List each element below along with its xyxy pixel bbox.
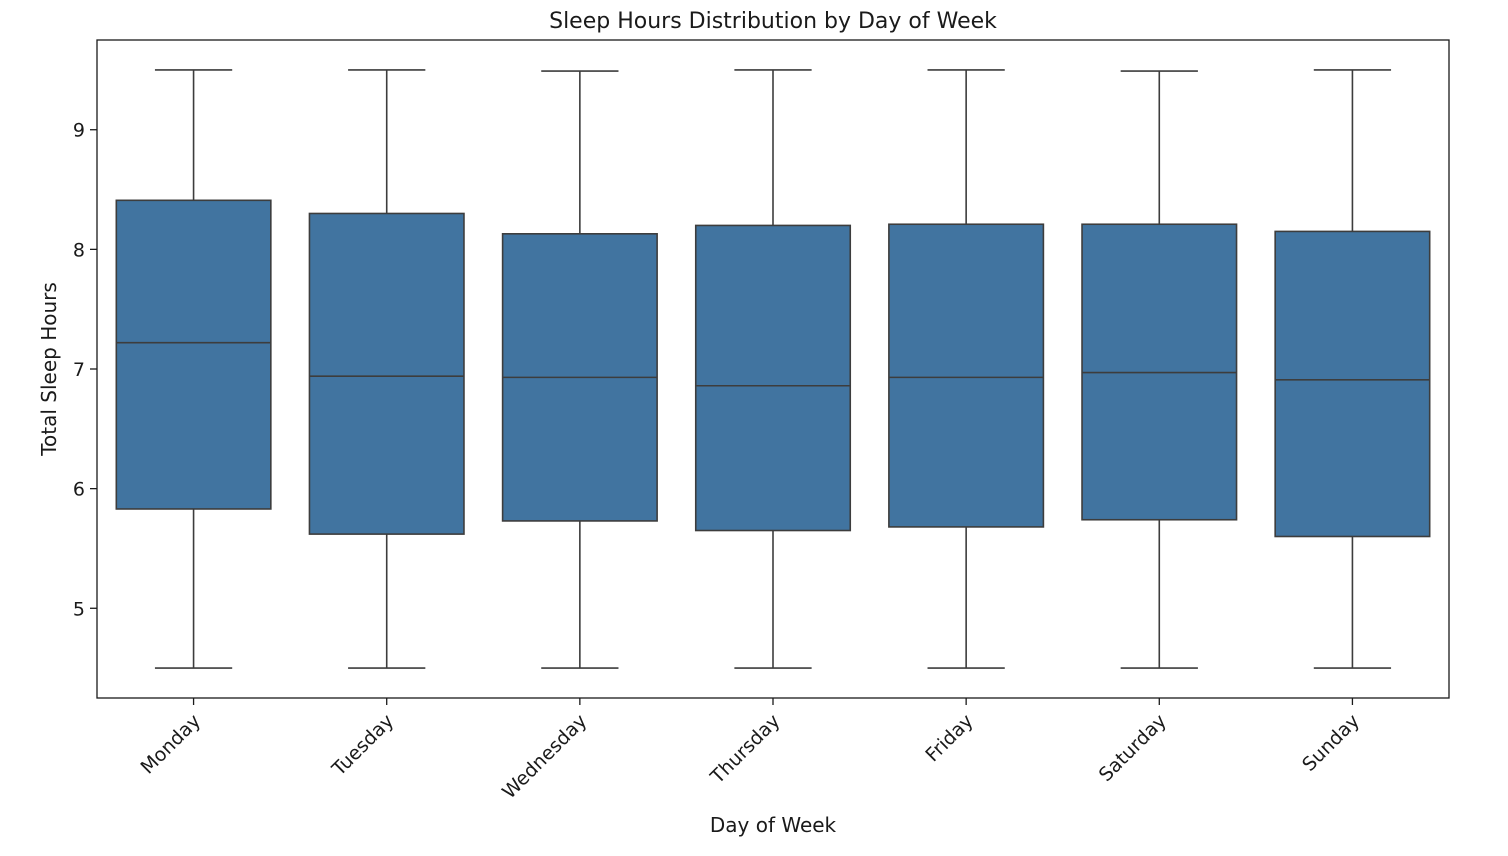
- y-axis-label: Total Sleep Hours: [37, 282, 61, 457]
- box-monday: [115, 69, 272, 669]
- chart-title: Sleep Hours Distribution by Day of Week: [549, 9, 997, 34]
- plot-area: [115, 69, 1431, 669]
- x-tick-label: Saturday: [1095, 710, 1171, 786]
- y-tick-label: 9: [73, 120, 85, 142]
- y-tick-label: 7: [73, 359, 85, 381]
- box-sunday: [1274, 69, 1431, 669]
- y-tick-label: 6: [73, 479, 85, 501]
- box-wednesday: [501, 70, 658, 669]
- x-axis: Monday Tuesday Wednesday Thursday Friday Satu…: [137, 698, 1364, 803]
- box-friday: [888, 69, 1045, 669]
- iqr-box: [308, 212, 465, 535]
- iqr-box: [694, 224, 852, 532]
- x-tick-label: Thursday: [706, 710, 785, 789]
- x-tick-label: Sunday: [1298, 710, 1364, 776]
- box-thursday: [694, 69, 852, 669]
- x-axis-label: Day of Week: [710, 813, 837, 837]
- iqr-box: [1274, 230, 1431, 538]
- x-tick-label: Tuesday: [327, 710, 398, 781]
- iqr-box: [888, 223, 1045, 528]
- y-axis: 5 6 7 8 9: [73, 120, 97, 620]
- y-tick-label: 8: [73, 239, 85, 261]
- box-tuesday: [308, 69, 465, 669]
- x-tick-label: Friday: [921, 710, 977, 766]
- x-tick-label: Monday: [137, 710, 206, 779]
- box-saturday: [1081, 70, 1238, 669]
- x-tick-label: Wednesday: [498, 710, 591, 803]
- iqr-box: [115, 199, 272, 510]
- y-tick-label: 5: [73, 598, 85, 620]
